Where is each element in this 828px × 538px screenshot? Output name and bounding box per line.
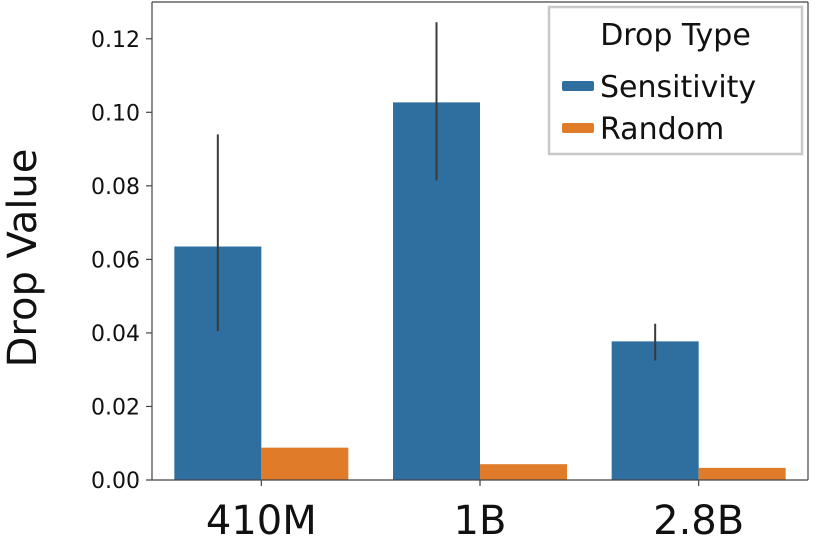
y-axis-title: Drop Value [0,149,46,368]
y-tick-label: 0.08 [91,175,140,200]
bar-random-1b [480,464,567,480]
y-tick-label: 0.00 [91,469,140,494]
x-tick-label: 2.8B [653,498,744,538]
legend: Drop Type Sensitivity Random [547,5,804,156]
legend-title: Drop Type [600,18,751,53]
legend-label-random: Random [600,112,724,147]
error-bars-layer [216,22,657,361]
bar-random-410m [261,447,349,480]
y-tick-label: 0.12 [91,28,140,53]
x-ticks-layer: 410M 1B 2.8B [206,480,744,538]
legend-label-sensitivity: Sensitivity [600,70,756,105]
y-tick-label: 0.04 [91,322,140,347]
bar-random-2-8b [698,467,786,480]
legend-swatch-sensitivity [562,81,594,91]
y-tick-label: 0.02 [91,395,140,420]
bar-sensitivity-2-8b [611,341,699,480]
x-tick-label: 410M [206,498,317,538]
y-tick-label: 0.10 [91,101,140,126]
legend-swatch-random [562,123,594,133]
x-tick-label: 1B [454,498,507,538]
y-ticks-layer: 0.00 0.02 0.04 0.06 0.08 0.10 0.12 [91,28,152,494]
legend-entries: Sensitivity Random [562,70,756,147]
y-tick-label: 0.06 [91,248,140,273]
bars-layer [174,102,786,480]
